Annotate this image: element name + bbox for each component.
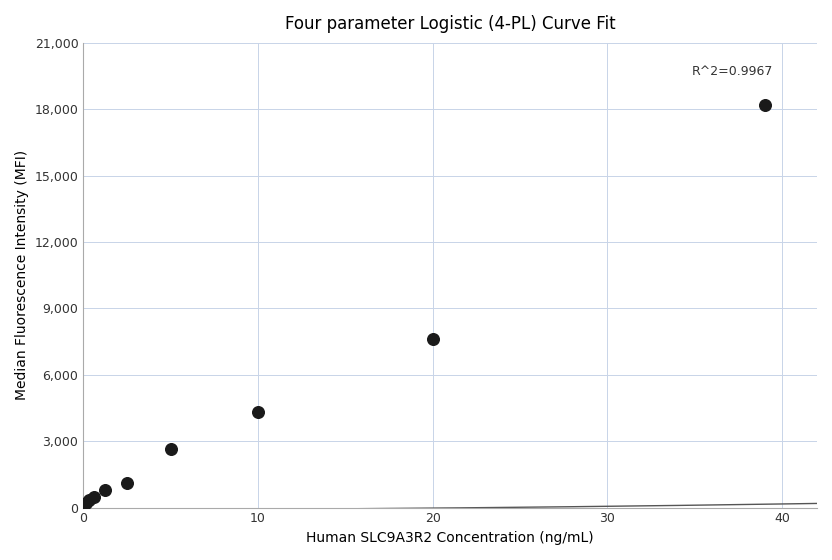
Point <box>121 479 134 488</box>
Point <box>79 498 92 507</box>
Point <box>82 496 96 505</box>
Point <box>87 492 101 501</box>
Title: Four parameter Logistic (4-PL) Curve Fit: Four parameter Logistic (4-PL) Curve Fit <box>285 15 616 33</box>
X-axis label: Human SLC9A3R2 Concentration (ng/mL): Human SLC9A3R2 Concentration (ng/mL) <box>306 531 594 545</box>
Point <box>758 100 771 109</box>
Text: R^2=0.9967: R^2=0.9967 <box>692 66 773 78</box>
Point <box>164 445 177 454</box>
Point <box>98 486 111 494</box>
Y-axis label: Median Fluorescence Intensity (MFI): Median Fluorescence Intensity (MFI) <box>15 150 29 400</box>
Point <box>426 335 439 344</box>
Point <box>251 408 265 417</box>
